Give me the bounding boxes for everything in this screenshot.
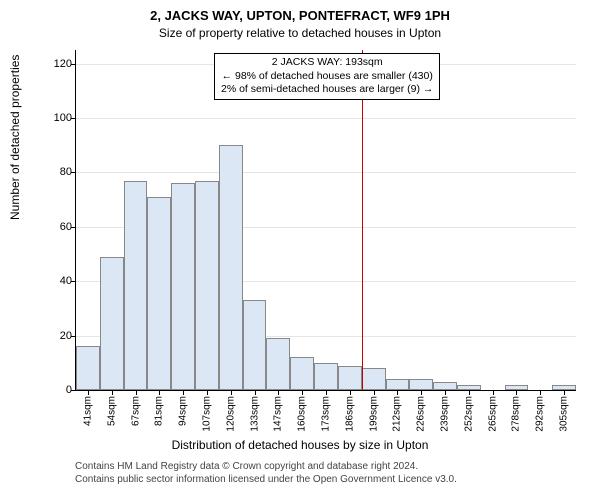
xtick-mark [564,390,565,395]
grid-line [76,172,576,173]
xtick-mark [255,390,256,395]
chart-subtitle: Size of property relative to detached ho… [0,26,600,40]
xtick-mark [183,390,184,395]
xtick-mark [540,390,541,395]
xtick-label: 305sqm [559,396,570,432]
annotation-box: 2 JACKS WAY: 193sqm← 98% of detached hou… [214,53,440,100]
histogram-bar [386,379,410,390]
xtick-label: 67sqm [130,396,141,426]
xtick-mark [159,390,160,395]
xtick-mark [112,390,113,395]
grid-line [76,118,576,119]
xtick-mark [469,390,470,395]
xtick-label: 292sqm [535,396,546,432]
ytick-label: 0 [12,384,72,396]
ytick-label: 20 [12,330,72,342]
xtick-label: 41sqm [82,396,93,426]
xtick-mark [231,390,232,395]
footer-attribution: Contains HM Land Registry data © Crown c… [75,460,457,486]
ytick-label: 100 [12,112,72,124]
histogram-bar [433,382,457,390]
footer-line-2: Contains public sector information licen… [75,473,457,486]
xtick-label: 173sqm [321,396,332,432]
ytick-label: 40 [12,275,72,287]
xtick-mark [445,390,446,395]
histogram-bar [266,338,290,390]
histogram-bar [124,181,148,390]
y-axis-label: Number of detached properties [8,55,22,220]
xtick-label: 265sqm [487,396,498,432]
histogram-bar [338,366,362,390]
xtick-mark [493,390,494,395]
xtick-mark [397,390,398,395]
xtick-label: 94sqm [178,396,189,426]
xtick-mark [326,390,327,395]
xtick-mark [302,390,303,395]
xtick-label: 199sqm [368,396,379,432]
histogram-bar [100,257,124,390]
histogram-bar [362,368,386,390]
annotation-line: ← 98% of detached houses are smaller (43… [221,70,433,84]
xtick-mark [516,390,517,395]
ytick-label: 60 [12,221,72,233]
xtick-label: 160sqm [297,396,308,432]
xtick-label: 107sqm [201,396,212,432]
plot-area: 02040608010012041sqm54sqm67sqm81sqm94sqm… [75,50,576,391]
histogram-bar [171,183,195,390]
xtick-label: 186sqm [344,396,355,432]
histogram-bar [219,145,243,390]
histogram-bar [314,363,338,390]
footer-line-1: Contains HM Land Registry data © Crown c… [75,460,457,473]
reference-line [362,50,363,390]
histogram-bar [147,197,171,390]
xtick-label: 278sqm [511,396,522,432]
annotation-line: 2 JACKS WAY: 193sqm [221,56,433,70]
histogram-bar [409,379,433,390]
xtick-mark [207,390,208,395]
xtick-label: 120sqm [225,396,236,432]
xtick-label: 252sqm [463,396,474,432]
histogram-bar [76,346,100,390]
xtick-label: 81sqm [154,396,165,426]
xtick-label: 147sqm [273,396,284,432]
histogram-bar [243,300,267,390]
histogram-bar [195,181,219,390]
chart-title: 2, JACKS WAY, UPTON, PONTEFRACT, WF9 1PH [0,8,600,23]
ytick-label: 120 [12,58,72,70]
histogram-bar [290,357,314,390]
x-axis-label: Distribution of detached houses by size … [0,438,600,452]
xtick-mark [421,390,422,395]
xtick-mark [136,390,137,395]
xtick-label: 133sqm [249,396,260,432]
xtick-mark [350,390,351,395]
xtick-label: 212sqm [392,396,403,432]
xtick-mark [374,390,375,395]
annotation-line: 2% of semi-detached houses are larger (9… [221,83,433,97]
xtick-label: 54sqm [106,396,117,426]
ytick-label: 80 [12,166,72,178]
xtick-mark [278,390,279,395]
xtick-label: 239sqm [440,396,451,432]
xtick-mark [88,390,89,395]
xtick-label: 226sqm [416,396,427,432]
